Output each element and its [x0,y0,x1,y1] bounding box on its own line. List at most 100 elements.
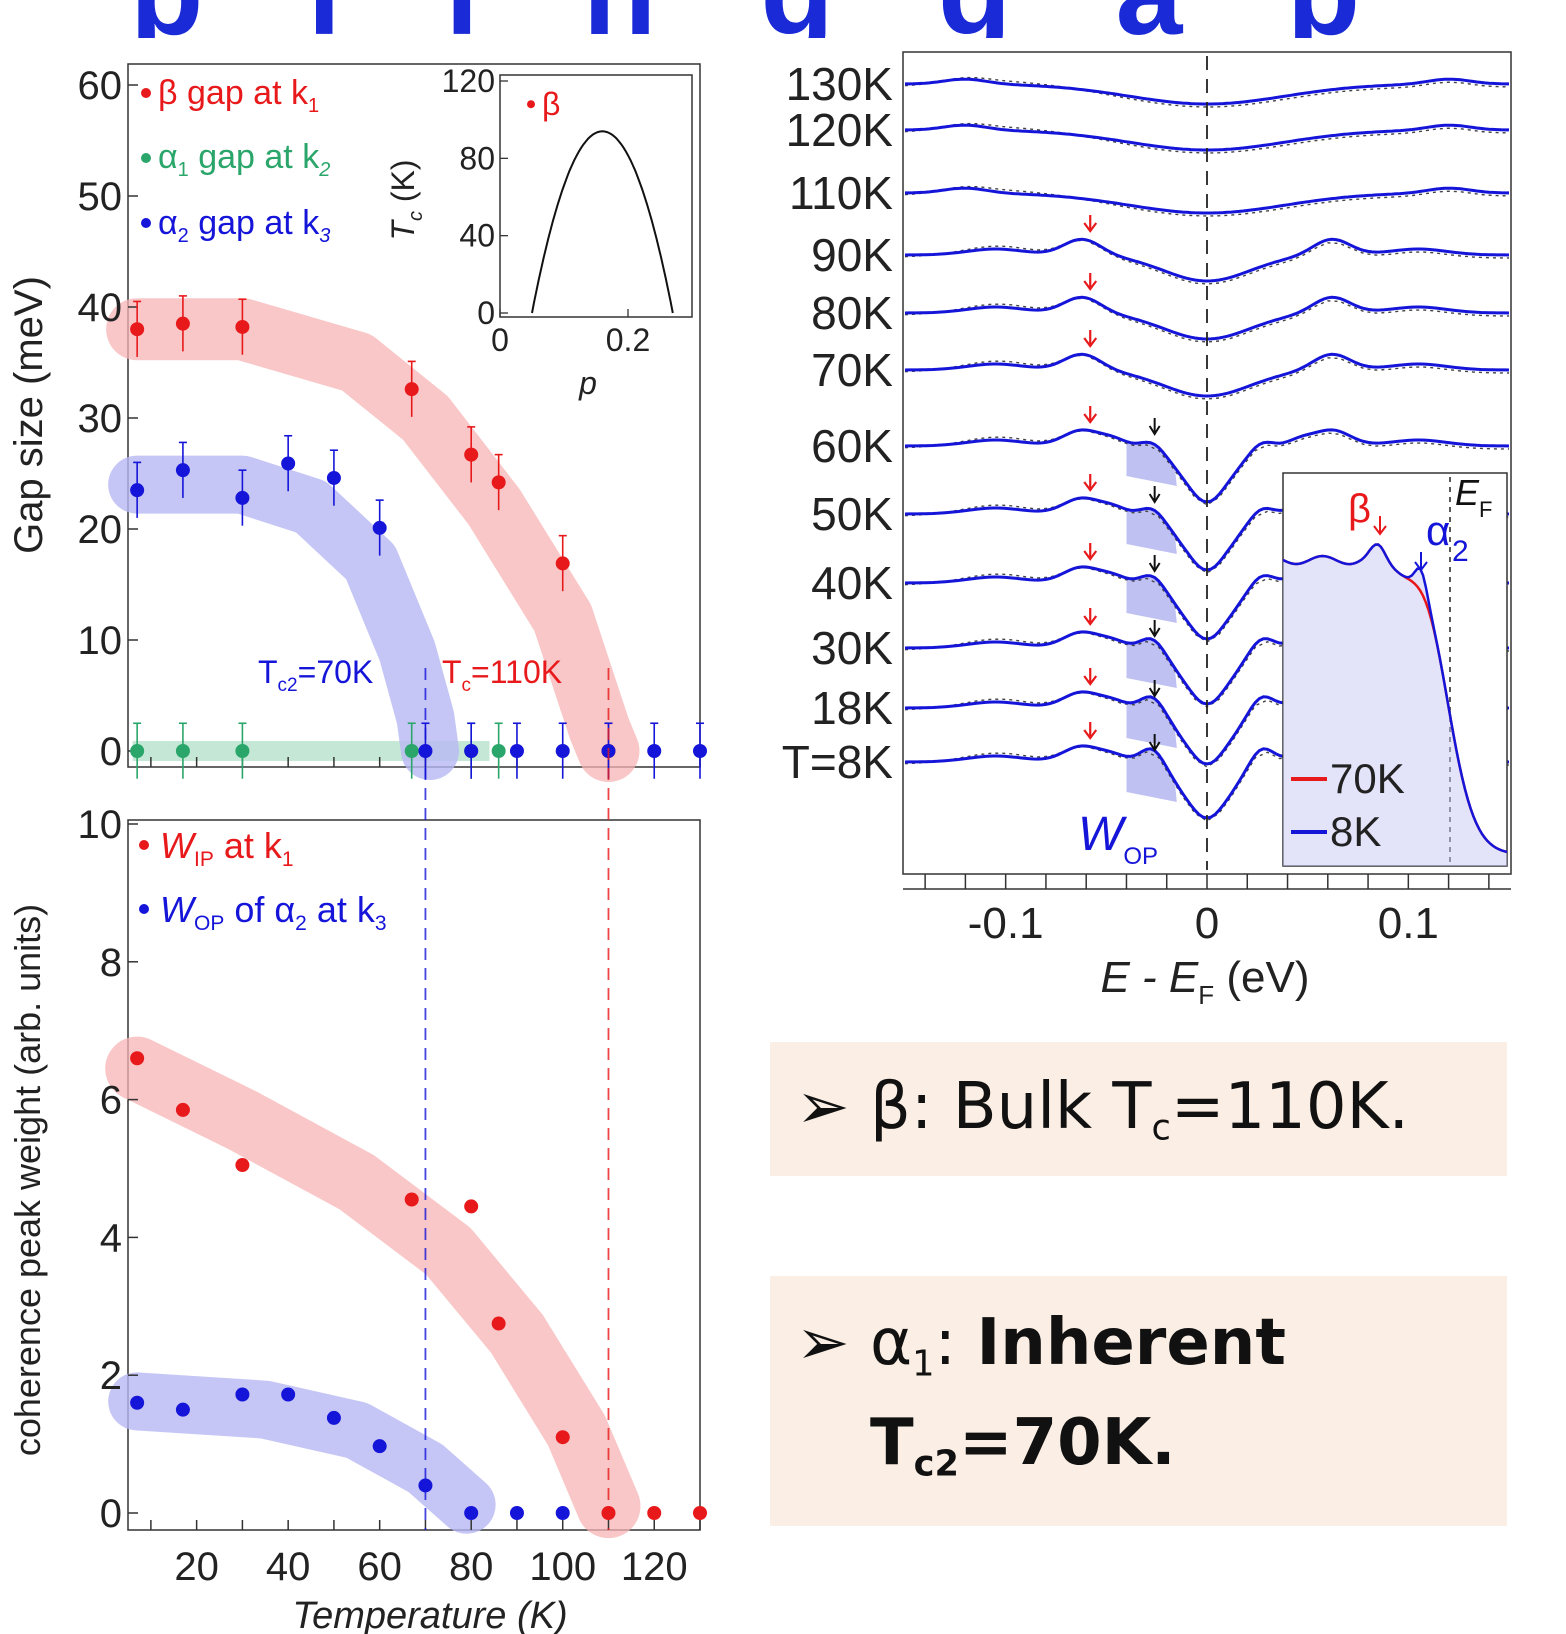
inset-y-label: Tc (K) [385,159,427,240]
inset-alpha-label: α2 [1426,507,1469,568]
gap-y-tick-label: 40 [78,286,123,330]
gap-point-2 [372,520,387,535]
temperature-label: 70K [811,344,893,396]
weight-y-tick-label: 6 [100,1079,122,1123]
gap-point-0 [235,319,250,334]
tc-dome-curve [531,130,674,314]
legend-beta-text: β gap at k [158,74,309,112]
inset-y-label-sub: c [405,211,427,221]
temperature-label: 30K [811,622,893,674]
inset-ef-sub: F [1479,497,1492,522]
beta-peak-arrowhead [1083,615,1098,626]
gap-point-0 [130,322,145,337]
gap-point-1 [130,744,145,758]
weight-point-1 [235,1387,250,1402]
bullet-arrow-icon: ➢ [796,1070,850,1144]
legend-wop-w: W [160,889,197,930]
weight-y-tick-label: 4 [100,1216,122,1260]
callout-alpha: ➢ α1: Inherent Tc2=70K. [770,1276,1507,1526]
callout-alpha-prefix: α [869,1306,913,1380]
beta-peak-arrowhead [1083,550,1098,561]
inset-frame [499,74,693,318]
inset-beta-label: β [542,86,560,122]
edc-axis-ticks: -0.1 0 0.1 E - EF (eV) [903,874,1511,1010]
temperature-x-axis-label: Temperature (K) [292,1595,567,1634]
inset-beta-arrowhead [1373,525,1387,536]
weight-point-0 [555,1430,570,1445]
inset-x-tick-label: 0.2 [606,322,650,358]
wop-shaded-area [1126,508,1177,554]
inset-y-tick-label: 0 [477,295,495,331]
wop-shaded-area [1126,748,1177,802]
legend-alpha2-dot [141,218,151,228]
edc-fit-curve [904,352,1510,398]
gap-y-tick-label: 30 [78,397,123,441]
edc-x-label-sub: F [1198,980,1214,1010]
wop-shaded-area [1126,575,1177,623]
edc-fit-curve [904,237,1510,283]
beta-peak-arrowhead [1083,337,1098,348]
gap-y-tick-label: 10 [78,619,123,663]
callout-alpha-colon: : [934,1306,977,1380]
weight-point-1 [281,1387,296,1402]
beta-peak-arrowhead [1083,413,1098,424]
edc-fit-curve [905,186,1509,215]
weight-y-tick-label: 8 [100,941,122,985]
gap-point-2 [509,744,524,758]
callout-alpha-sub: 1 [912,1343,935,1385]
legend-wop-alpha-sub: 2 [295,912,307,935]
callout-beta-text: ➢ β: Bulk Tc=110K. [796,1070,1409,1148]
weight-x-tick-label: 120 [621,1545,688,1589]
gap-point-2 [647,744,662,758]
temperature-label: 50K [811,488,893,540]
tc-annotation-sub: c [462,675,472,696]
weight-point-0 [235,1158,250,1173]
temperature-label: 90K [811,229,893,281]
callout-beta-sub: c [1151,1107,1171,1149]
temperature-label: 130K [786,58,894,110]
inset-x-label: p [578,365,597,401]
beta-peak-arrowhead [1083,280,1098,291]
temperature-label: 80K [811,287,893,339]
temperature-label: 120K [786,104,894,156]
wop-label-w: W [1078,808,1128,861]
inset-y-label-unit: (K) [385,159,421,211]
title-band [0,0,1566,40]
inset-y-tick-label: 40 [459,218,495,254]
legend-wop-sub: OP [194,912,224,935]
temperature-label: 60K [811,420,893,472]
tc-annotation-value: =70K [298,654,374,690]
weight-point-1 [509,1506,524,1520]
weight-point-1 [175,1402,190,1417]
temperature-label: 18K [811,682,893,734]
inset-y-tick-label: 120 [442,63,495,99]
beta-peak-arrowhead [1083,222,1098,233]
edc-x-tick-label: 0 [1195,899,1219,948]
beta-peak-arrowhead [1083,729,1098,740]
legend-wop-k-sub: 3 [375,912,387,935]
weight-y-tick-label: 0 [100,1492,122,1536]
inset-alpha-arrowhead [1414,561,1428,572]
tc-annotations: Tc2=70K Tc=110K [258,654,562,696]
gap-point-2 [175,463,190,478]
wop-shaded-area [1126,696,1177,748]
weight-point-0 [647,1506,662,1520]
legend-alpha1-sub: 1 [178,159,189,181]
alpha2-peak-arrowhead [1148,493,1161,504]
weight-x-tick-label: 100 [529,1545,596,1589]
legend-wip-text: at k [214,825,283,866]
legend-alpha1-dot [141,153,151,163]
inset-y-label-t: T [385,219,421,241]
weight-point-0 [404,1192,419,1207]
wip-band [105,1036,641,1539]
weight-point-1 [464,1506,479,1520]
callout-beta-prefix: β: Bulk T [869,1070,1152,1144]
alpha2-peak-arrowhead [1148,562,1161,573]
legend-alpha1-symbol: α [158,138,178,176]
weight-x-tick-label: 80 [449,1545,494,1589]
tc-annotation-value: =110K [471,654,562,690]
